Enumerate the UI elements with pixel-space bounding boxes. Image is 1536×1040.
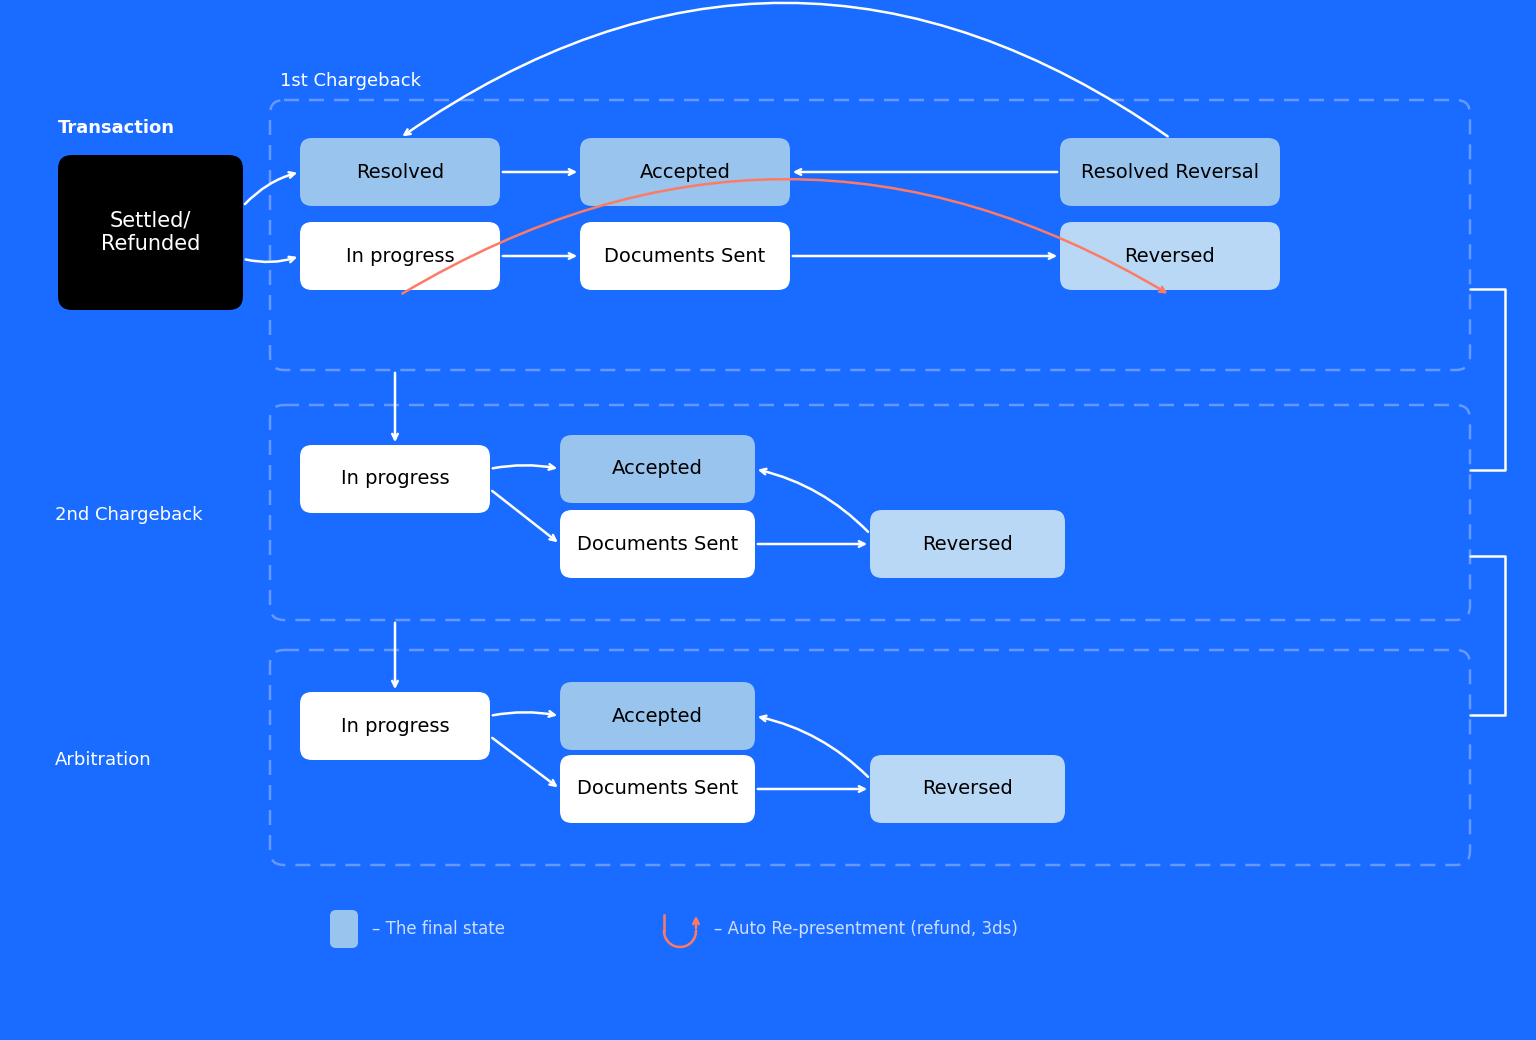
Text: Documents Sent: Documents Sent (604, 246, 765, 265)
FancyBboxPatch shape (869, 510, 1064, 578)
Text: Accepted: Accepted (611, 706, 703, 726)
FancyBboxPatch shape (869, 755, 1064, 823)
Text: Reversed: Reversed (922, 535, 1012, 553)
FancyBboxPatch shape (561, 755, 756, 823)
FancyBboxPatch shape (561, 510, 756, 578)
Text: Resolved Reversal: Resolved Reversal (1081, 162, 1260, 182)
Text: In progress: In progress (341, 717, 450, 735)
Text: Documents Sent: Documents Sent (578, 535, 739, 553)
Text: Transaction: Transaction (58, 119, 175, 137)
FancyBboxPatch shape (300, 138, 501, 206)
Text: Accepted: Accepted (639, 162, 731, 182)
Text: Arbitration: Arbitration (55, 751, 152, 769)
Text: 2nd Chargeback: 2nd Chargeback (55, 506, 203, 524)
FancyBboxPatch shape (561, 435, 756, 503)
FancyBboxPatch shape (330, 910, 358, 948)
FancyBboxPatch shape (581, 138, 790, 206)
FancyBboxPatch shape (58, 155, 243, 310)
Text: – Auto Re-presentment (refund, 3ds): – Auto Re-presentment (refund, 3ds) (714, 920, 1018, 938)
FancyBboxPatch shape (300, 445, 490, 513)
FancyBboxPatch shape (1060, 222, 1279, 290)
Text: Reversed: Reversed (922, 780, 1012, 799)
Text: In progress: In progress (346, 246, 455, 265)
FancyBboxPatch shape (581, 222, 790, 290)
Text: Documents Sent: Documents Sent (578, 780, 739, 799)
FancyBboxPatch shape (300, 692, 490, 760)
Text: In progress: In progress (341, 469, 450, 489)
FancyBboxPatch shape (1060, 138, 1279, 206)
Text: 1st Chargeback: 1st Chargeback (280, 72, 421, 90)
Text: Resolved: Resolved (356, 162, 444, 182)
FancyBboxPatch shape (561, 682, 756, 750)
Text: Reversed: Reversed (1124, 246, 1215, 265)
FancyBboxPatch shape (300, 222, 501, 290)
Text: Settled/
Refunded: Settled/ Refunded (101, 211, 200, 254)
Text: – The final state: – The final state (372, 920, 505, 938)
Text: Accepted: Accepted (611, 460, 703, 478)
